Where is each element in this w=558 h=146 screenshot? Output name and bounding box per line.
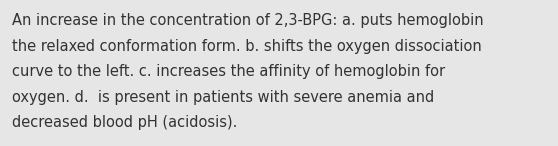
- Text: oxygen. d.  is present in patients with severe anemia and: oxygen. d. is present in patients with s…: [12, 90, 435, 105]
- Text: decreased blood pH (acidosis).: decreased blood pH (acidosis).: [12, 115, 238, 130]
- Text: curve to the left. c. increases the affinity of hemoglobin for: curve to the left. c. increases the affi…: [12, 64, 445, 79]
- Text: An increase in the concentration of 2,3-BPG: a. puts hemoglobin: An increase in the concentration of 2,3-…: [12, 13, 484, 28]
- Text: the relaxed conformation form. b. shifts the oxygen dissociation: the relaxed conformation form. b. shifts…: [12, 39, 482, 54]
